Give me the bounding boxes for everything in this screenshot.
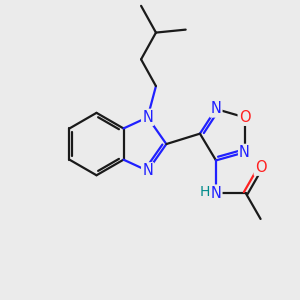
Text: H: H (200, 184, 210, 199)
Text: O: O (239, 110, 250, 125)
Text: N: N (211, 101, 221, 116)
Text: N: N (239, 145, 250, 160)
Text: N: N (142, 110, 153, 125)
Text: N: N (142, 163, 153, 178)
Text: N: N (211, 186, 221, 201)
Text: O: O (255, 160, 266, 175)
